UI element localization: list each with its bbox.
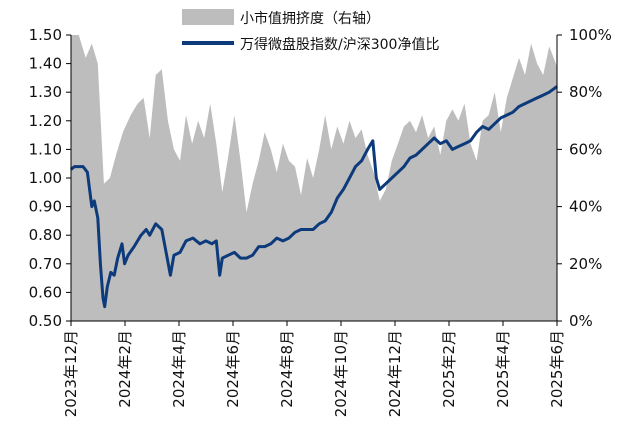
y-left-tick-label: 1.40 [29, 55, 62, 73]
y-right-tick-label: 40% [569, 198, 602, 216]
ratio-line [70, 85, 558, 309]
y-left-tick-label: 0.50 [29, 312, 62, 330]
x-tick-label: 2025年6月 [548, 330, 566, 408]
y-left-tick-label: 0.60 [29, 283, 62, 301]
x-tick-label: 2024年2月 [116, 330, 134, 408]
y-right-tick-label: 80% [569, 83, 602, 101]
y-left-tick-label: 0.80 [29, 226, 62, 244]
y-right-tick-label: 60% [569, 140, 602, 158]
crowding-area-layer [71, 35, 557, 321]
y-right-tick-label: 20% [569, 255, 602, 273]
x-tick-label: 2024年10月 [332, 330, 350, 417]
legend-swatch-crowding [182, 9, 234, 25]
y-right-tick-label: 0% [569, 312, 593, 330]
y-left-tick-label: 1.00 [29, 169, 62, 187]
x-tick-label: 2023年12月 [62, 330, 80, 417]
axes: 0.50 0.60 0.70 0.80 0.90 1.00 1.10 1.20 1.30 1.40… [29, 26, 612, 417]
x-tick-label: 2024年4月 [170, 330, 188, 408]
y-left-tick-label: 1.50 [29, 26, 62, 44]
crowding-area [71, 35, 557, 321]
legend-label-crowding: 小市值拥挤度（右轴） [240, 10, 380, 27]
x-tick-label: 2024年12月 [386, 330, 404, 417]
y-left-tick-label: 1.10 [29, 140, 62, 158]
x-tick-label: 2024年6月 [224, 330, 242, 408]
x-tick-label: 2024年8月 [278, 330, 296, 408]
x-tick-label: 2025年2月 [440, 330, 458, 408]
ratio-line-layer [70, 85, 558, 309]
legend-label-ratio: 万得微盘股指数/沪深300净值比 [240, 36, 439, 53]
y-left-tick-label: 0.90 [29, 198, 62, 216]
y-left-tick-label: 1.20 [29, 112, 62, 130]
x-tick-label: 2025年4月 [494, 330, 512, 408]
legend: 小市值拥挤度（右轴） 万得微盘股指数/沪深300净值比 [182, 9, 439, 53]
y-right-tick-label: 100% [569, 26, 612, 44]
y-left-tick-label: 1.30 [29, 83, 62, 101]
y-left-tick-label: 0.70 [29, 255, 62, 273]
